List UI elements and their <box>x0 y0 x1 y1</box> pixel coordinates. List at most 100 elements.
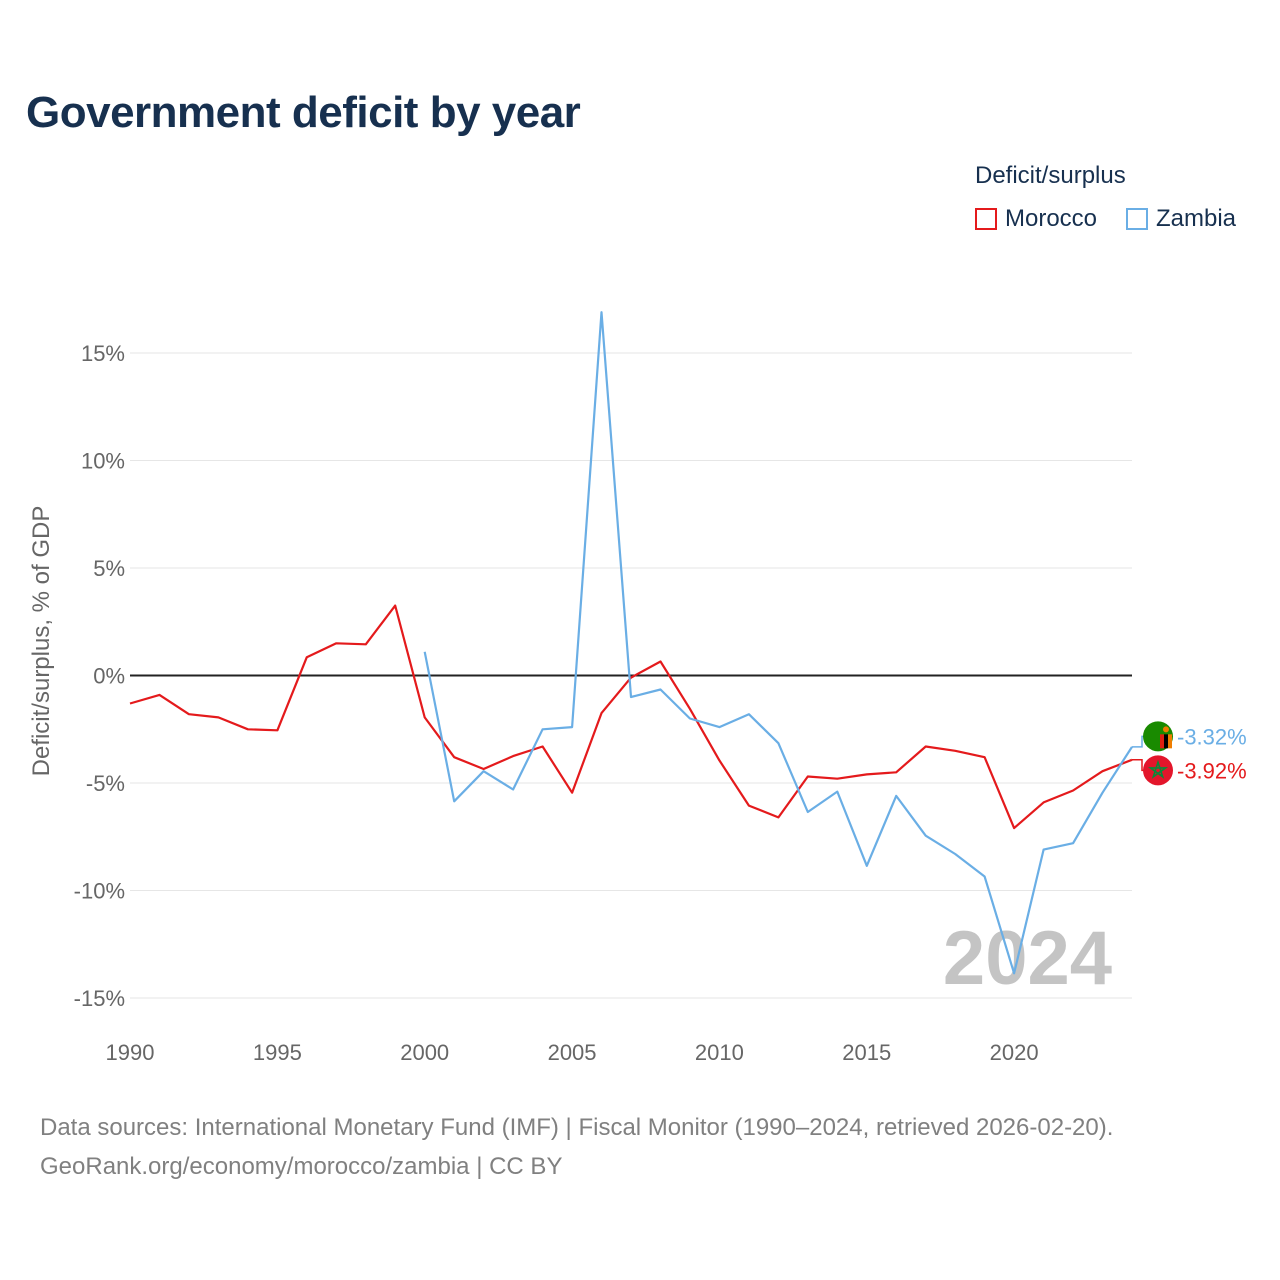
data-point-morocco <box>216 715 221 720</box>
data-point-zambia <box>805 810 810 815</box>
x-tick-label: 1995 <box>253 1040 302 1065</box>
data-point-morocco <box>982 755 987 760</box>
data-point-morocco <box>186 712 191 717</box>
data-point-morocco <box>540 744 545 749</box>
x-tick-label: 1990 <box>106 1040 155 1065</box>
y-tick-label: 15% <box>81 341 125 366</box>
data-point-zambia <box>570 725 575 730</box>
data-point-zambia <box>953 851 958 856</box>
legend-item-zambia[interactable]: Zambia <box>1126 204 1236 234</box>
data-point-zambia <box>1041 847 1046 852</box>
data-point-zambia <box>599 310 604 315</box>
data-point-morocco <box>1012 826 1017 831</box>
data-point-morocco <box>658 659 663 664</box>
data-point-morocco <box>1041 800 1046 805</box>
data-point-morocco <box>245 727 250 732</box>
line-chart: 2024 1990 1995 2000 2005 2010 2015 2020 15% 10%… <box>74 310 1247 1065</box>
data-point-zambia <box>864 863 869 868</box>
data-point-morocco <box>864 772 869 777</box>
data-point-zambia <box>511 787 516 792</box>
flag-zambia-black <box>1164 734 1168 749</box>
data-point-zambia <box>1071 841 1076 846</box>
data-point-morocco <box>599 711 604 716</box>
y-tick-label: 0% <box>93 664 125 689</box>
legend-title: Deficit/surplus <box>975 162 1126 189</box>
data-point-morocco <box>717 758 722 763</box>
flag-morocco <box>1143 755 1173 786</box>
data-point-morocco <box>452 755 457 760</box>
chart-title: Government deficit by year <box>26 88 581 137</box>
grid-lines <box>130 352 1132 999</box>
end-label-morocco: -3.92% <box>1177 758 1247 783</box>
data-point-morocco <box>894 770 899 775</box>
end-label-zambia: -3.32% <box>1177 724 1247 749</box>
y-tick-label: -15% <box>74 986 125 1011</box>
data-point-morocco <box>334 641 339 646</box>
data-point-zambia <box>835 789 840 794</box>
data-point-zambia <box>452 799 457 804</box>
data-point-morocco <box>157 692 162 697</box>
data-point-zambia <box>894 793 899 798</box>
data-point-zambia <box>746 712 751 717</box>
x-tick-label: 2005 <box>548 1040 597 1065</box>
flag-zambia-eagle <box>1163 726 1169 733</box>
flag-zambia-orange <box>1168 734 1172 749</box>
data-point-morocco <box>393 603 398 608</box>
data-point-morocco <box>275 728 280 733</box>
data-point-morocco <box>953 748 958 753</box>
data-point-zambia <box>1012 971 1017 976</box>
data-point-zambia <box>658 687 663 692</box>
data-point-morocco <box>805 774 810 779</box>
flag-zambia <box>1143 721 1173 752</box>
flag-morocco-star <box>1147 759 1169 779</box>
end-labels: -3.32% -3.92% <box>1132 721 1247 786</box>
x-axis-ticks: 1990 1995 2000 2005 2010 2015 2020 <box>106 1040 1039 1065</box>
data-point-morocco <box>304 655 309 660</box>
series-lines <box>128 310 1133 976</box>
data-point-zambia <box>982 874 987 879</box>
series-line-morocco <box>129 604 1133 830</box>
legend-swatch-zambia <box>1126 208 1148 230</box>
data-point-morocco <box>687 706 692 711</box>
data-point-morocco <box>746 803 751 808</box>
data-point-morocco <box>776 815 781 820</box>
data-point-morocco <box>511 754 516 759</box>
data-point-zambia <box>540 727 545 732</box>
y-tick-label: 10% <box>81 449 125 474</box>
legend-swatch-morocco <box>975 208 997 230</box>
data-sources: Data sources: International Monetary Fun… <box>40 1108 1113 1186</box>
flag-zambia-red <box>1160 734 1164 749</box>
data-point-zambia <box>923 833 928 838</box>
data-point-zambia <box>481 769 486 774</box>
y-tick-label: -5% <box>86 771 125 796</box>
legend-label-morocco: Morocco <box>1005 205 1098 232</box>
legend-item-morocco[interactable]: Morocco <box>975 204 1097 234</box>
data-point-zambia <box>422 649 427 654</box>
data-point-zambia <box>1100 790 1105 795</box>
data-point-morocco <box>923 744 928 749</box>
data-point-zambia <box>687 716 692 721</box>
sources-line-1: Data sources: International Monetary Fun… <box>40 1114 1114 1141</box>
y-tick-label: 5% <box>93 556 125 581</box>
x-tick-label: 2010 <box>695 1040 744 1065</box>
flag-morocco-field <box>1143 755 1173 786</box>
data-point-morocco <box>835 776 840 781</box>
x-tick-label: 2000 <box>400 1040 449 1065</box>
data-point-morocco <box>363 642 368 647</box>
year-watermark: 2024 <box>943 916 1112 1001</box>
data-point-zambia <box>717 725 722 730</box>
x-tick-label: 2015 <box>842 1040 891 1065</box>
y-axis-ticks: 15% 10% 5% 0% -5% -10% -15% <box>74 341 125 1011</box>
data-point-morocco <box>128 701 133 706</box>
data-point-morocco <box>422 715 427 720</box>
year-watermark-group: 2024 <box>943 916 1112 1001</box>
data-point-morocco <box>1071 788 1076 793</box>
data-point-morocco <box>570 790 575 795</box>
series-line-zambia <box>423 311 1133 975</box>
data-point-morocco <box>1100 769 1105 774</box>
sources-line-2[interactable]: GeoRank.org/economy/morocco/zambia | CC … <box>40 1153 563 1180</box>
data-point-zambia <box>629 695 634 700</box>
y-tick-label: -10% <box>74 879 125 904</box>
data-point-zambia <box>776 741 781 746</box>
x-tick-label: 2020 <box>990 1040 1039 1065</box>
